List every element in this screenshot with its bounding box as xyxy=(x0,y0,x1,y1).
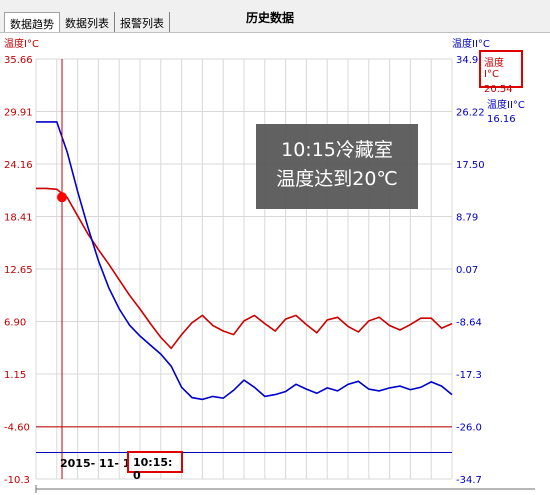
tab-bar: 数据趋势 数据列表 报警列表 xyxy=(4,12,170,34)
left-axis-tick-label: 1.15 xyxy=(4,370,26,381)
cursor-date: 2015- 11- 17 xyxy=(60,457,139,470)
left-axis-label: 温度I°C xyxy=(4,37,39,50)
right-axis-label: 温度II°C xyxy=(452,37,490,50)
event-annotation: 10:15冷藏室 温度达到20℃ xyxy=(256,124,418,209)
tab-data-list[interactable]: 数据列表 xyxy=(60,12,115,33)
readout-s1-value: 20.54 xyxy=(484,84,513,95)
event-annotation-line2: 温度达到20℃ xyxy=(276,168,398,190)
right-axis-tick-label: 26.22 xyxy=(456,108,485,119)
left-axis-tick-label: 18.41 xyxy=(4,213,33,224)
left-axis-tick-label: 6.90 xyxy=(4,318,26,329)
series-line-temp1 xyxy=(36,187,453,350)
cursor-marker xyxy=(57,192,67,203)
cursor-readout-series2: 温度II°C 16.16 xyxy=(487,99,525,127)
event-annotation-line1: 10:15冷藏室 xyxy=(281,139,393,161)
series-line-temp2 xyxy=(36,121,453,401)
left-axis-tick-label: 29.91 xyxy=(4,108,33,119)
readout-s2-value: 16.16 xyxy=(487,114,516,125)
right-axis-tick-label: -34.7 xyxy=(456,475,482,486)
tab-data-trend[interactable]: 数据趋势 xyxy=(4,12,60,34)
right-axis-tick-label: 0.07 xyxy=(456,265,478,276)
cursor-readout-series1: 温度I°C 20.54 xyxy=(479,50,523,95)
right-axis-tick-label: -26.0 xyxy=(456,423,482,434)
bottom-scrollbar[interactable] xyxy=(30,482,550,494)
right-axis-tick-label: -17.3 xyxy=(456,370,482,381)
cursor-time: 10:15: 0 xyxy=(127,451,183,482)
left-axis-tick-label: 12.65 xyxy=(4,265,33,276)
tab-alarm-list[interactable]: 报警列表 xyxy=(115,12,170,33)
readout-s1-label: 温度I°C xyxy=(484,58,504,80)
right-axis-tick-label: 17.50 xyxy=(456,160,485,171)
right-axis-tick-label: 34.93 xyxy=(456,55,485,66)
left-axis-tick-label: -4.60 xyxy=(4,423,30,434)
left-axis-tick-label: 35.66 xyxy=(4,55,33,66)
left-axis-tick-label: -10.3 xyxy=(4,475,30,486)
right-axis-tick-label: 8.79 xyxy=(456,213,478,224)
right-axis-tick-label: -8.64 xyxy=(456,318,482,329)
page-title: 历史数据 xyxy=(246,11,295,25)
left-axis-tick-label: 24.16 xyxy=(4,160,33,171)
trend-chart[interactable]: 温度I°C 温度II°C 35.66 34.93 29.91 26.22 24.16 17… xyxy=(0,32,550,495)
readout-s2-label: 温度II°C xyxy=(487,100,525,111)
trend-plot[interactable]: 温度I°C 温度II°C 35.66 34.93 29.91 26.22 24.16 17… xyxy=(0,33,550,495)
